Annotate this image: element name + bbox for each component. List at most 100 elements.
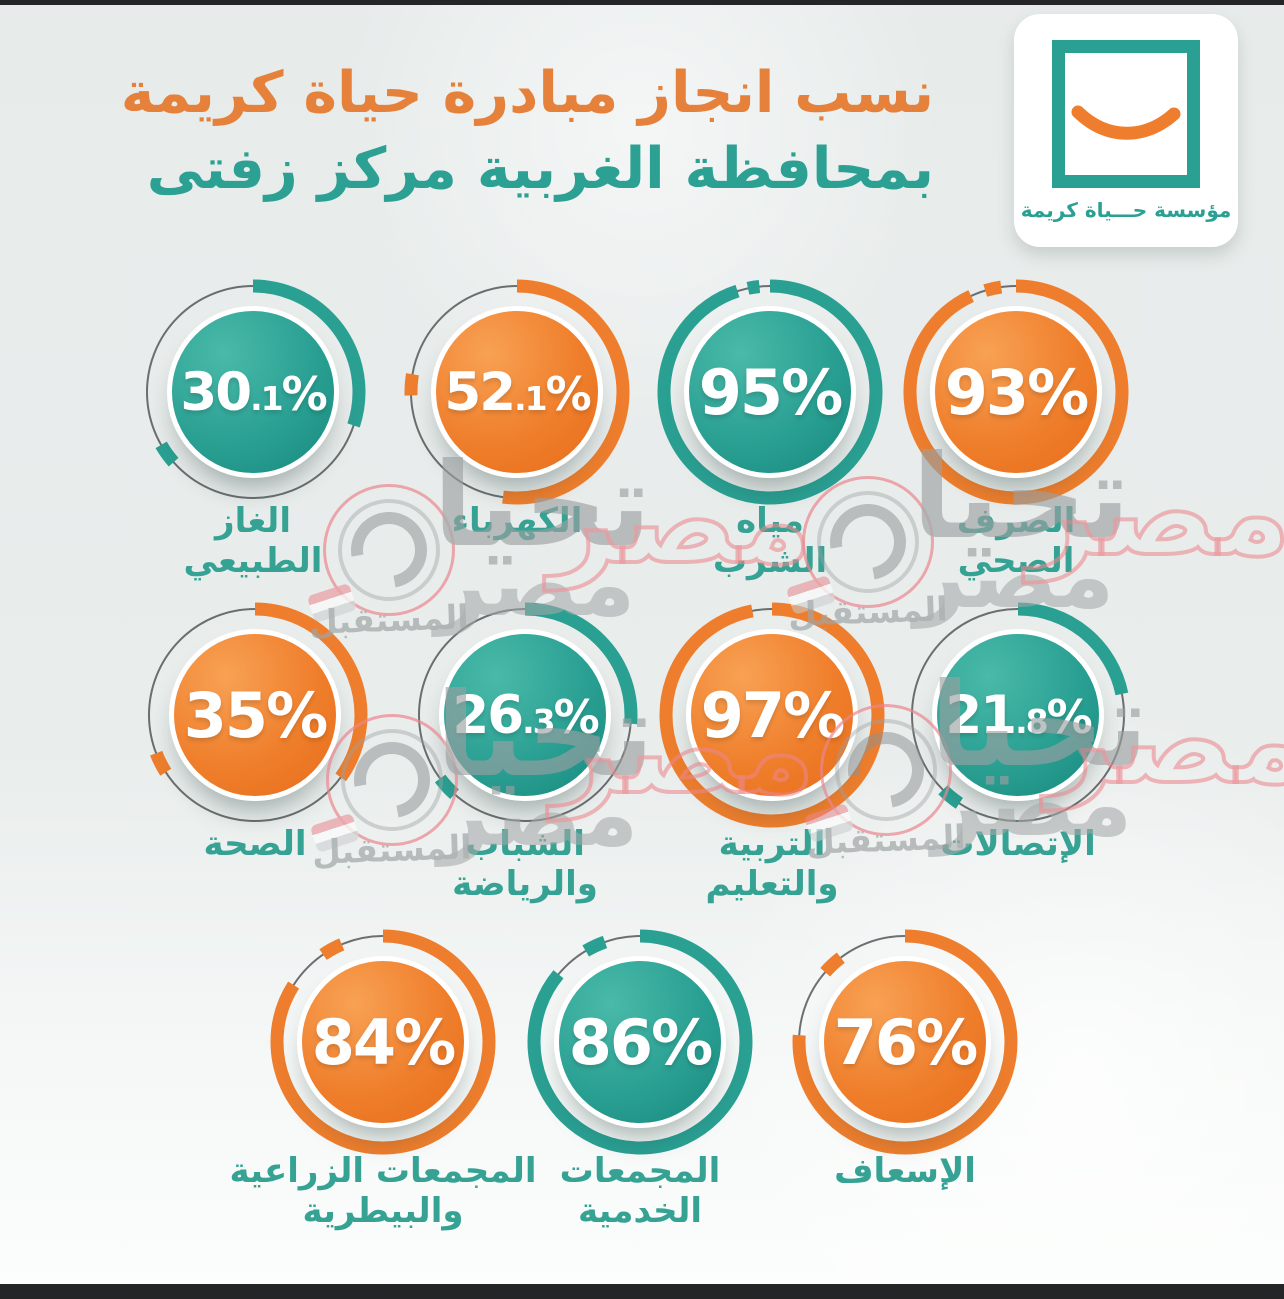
value-integer: 93 <box>944 355 1029 429</box>
progress-circle-education: 97% التربية والتعليم <box>657 600 887 904</box>
ring-progress-arc <box>140 279 366 505</box>
progress-circle-communications: 21.8% الإتصالات <box>903 600 1133 864</box>
percent-sign: % <box>781 355 843 429</box>
percent-sign: % <box>1027 355 1089 429</box>
progress-circle-drinking-water: 95% مياه الشرب <box>655 277 885 581</box>
progress-ring <box>905 602 1131 828</box>
value-decimal: .1 <box>250 378 283 418</box>
value-integer: 84 <box>311 1005 396 1079</box>
progress-label: الغاز الطبيعي <box>183 501 323 582</box>
percent-sign: % <box>1046 689 1093 744</box>
progress-fill-circle: 52.1% <box>431 306 603 478</box>
ring-progress-arc <box>527 929 753 1155</box>
value-integer: 26 <box>452 684 524 746</box>
progress-circle-natural-gas: 30.1% الغاز الطبيعي <box>138 277 368 581</box>
progress-fill-circle: 30.1% <box>167 306 339 478</box>
progress-ring <box>140 279 366 505</box>
progress-label: الصرف الصحي <box>956 501 1076 582</box>
percent-sign: % <box>553 689 600 744</box>
progress-ring <box>792 929 1018 1155</box>
progress-fill-circle: 35% <box>169 629 341 801</box>
progress-ring <box>659 602 885 828</box>
progress-fill-circle: 76% <box>819 956 991 1128</box>
page-title: نسب انجاز مبادرة حياة كريمة بمحافظة الغر… <box>120 56 935 208</box>
value-integer: 97 <box>700 678 785 752</box>
ring-progress-arc <box>905 602 1131 828</box>
progress-ring <box>404 279 630 505</box>
progress-value: 76% <box>833 1005 978 1079</box>
logo-square-frame <box>1052 40 1200 188</box>
percent-sign: % <box>651 1005 713 1079</box>
progress-label: المجمعات الزراعية والبيطرية <box>229 1151 537 1232</box>
value-integer: 52 <box>444 361 516 423</box>
progress-label: الإتصالات <box>940 824 1096 864</box>
progress-label: المجمعات الخدمية <box>559 1151 721 1232</box>
ring-progress-arc <box>657 279 883 505</box>
progress-ring <box>657 279 883 505</box>
progress-value: 86% <box>568 1005 713 1079</box>
ring-progress-arc <box>792 929 1018 1155</box>
progress-circle-youth-and-sports: 26.3% الشباب والرياضة <box>410 600 640 904</box>
progress-fill-circle: 95% <box>684 306 856 478</box>
title-line-2: بمحافظة الغربية مركز زفتى <box>146 135 935 202</box>
percent-sign: % <box>545 366 592 421</box>
ring-progress-arc <box>404 279 630 505</box>
progress-label: الشباب والرياضة <box>452 824 598 905</box>
progress-label: الصحة <box>203 824 307 864</box>
ring-accent-dash <box>404 279 630 505</box>
progress-fill-circle: 21.8% <box>932 629 1104 801</box>
progress-value: 84% <box>311 1005 456 1079</box>
haya-karima-logo: مؤسسة حـــياة كريمة <box>1014 14 1238 247</box>
percent-sign: % <box>266 678 328 752</box>
value-decimal: .1 <box>514 378 547 418</box>
value-integer: 21 <box>945 684 1017 746</box>
value-decimal: .8 <box>1015 701 1048 741</box>
progress-value: 26.3% <box>452 684 600 746</box>
progress-circle-agricultural-veterinary-complexes: 84% المجمعات الزراعية والبيطرية <box>230 927 537 1231</box>
progress-value: 97% <box>700 678 845 752</box>
progress-circle-electricity: 52.1% الكهرباء <box>402 277 632 541</box>
progress-label: الكهرباء <box>451 501 583 541</box>
progress-ring <box>903 279 1129 505</box>
progress-fill-circle: 84% <box>297 956 469 1128</box>
value-integer: 76 <box>833 1005 918 1079</box>
progress-ring <box>527 929 753 1155</box>
progress-label: الإسعاف <box>834 1151 976 1191</box>
value-decimal: .3 <box>522 701 555 741</box>
progress-value: 93% <box>944 355 1089 429</box>
title-line-1: نسب انجاز مبادرة حياة كريمة <box>120 60 935 126</box>
progress-value: 30.1% <box>180 361 328 423</box>
bottom-frame-bar <box>0 1284 1284 1299</box>
value-integer: 30 <box>180 361 252 423</box>
value-integer: 86 <box>568 1005 653 1079</box>
progress-fill-circle: 86% <box>554 956 726 1128</box>
progress-circle-health: 35% الصحة <box>140 600 370 864</box>
percent-sign: % <box>394 1005 456 1079</box>
progress-ring <box>270 929 496 1155</box>
progress-fill-circle: 26.3% <box>439 629 611 801</box>
progress-fill-circle: 93% <box>930 306 1102 478</box>
ring-progress-arc <box>659 602 885 828</box>
progress-label: التربية والتعليم <box>705 824 839 905</box>
percent-sign: % <box>916 1005 978 1079</box>
percent-sign: % <box>783 678 845 752</box>
progress-circle-ambulance: 76% الإسعاف <box>790 927 1020 1191</box>
top-frame-bar <box>0 0 1284 5</box>
ring-progress-arc <box>270 929 496 1155</box>
progress-circle-sanitation: 93% الصرف الصحي <box>901 277 1131 581</box>
ring-progress-arc <box>903 279 1129 505</box>
ring-progress-arc <box>412 602 638 828</box>
value-integer: 35 <box>183 678 268 752</box>
value-integer: 95 <box>698 355 783 429</box>
progress-value: 95% <box>698 355 843 429</box>
progress-fill-circle: 97% <box>686 629 858 801</box>
progress-label: مياه الشرب <box>712 501 828 582</box>
progress-value: 35% <box>183 678 328 752</box>
progress-value: 21.8% <box>945 684 1093 746</box>
percent-sign: % <box>281 366 328 421</box>
progress-value: 52.1% <box>444 361 592 423</box>
logo-caption: مؤسسة حـــياة كريمة <box>1020 198 1232 222</box>
progress-circle-service-complexes: 86% المجمعات الخدمية <box>525 927 755 1231</box>
smile-icon <box>1071 105 1181 140</box>
